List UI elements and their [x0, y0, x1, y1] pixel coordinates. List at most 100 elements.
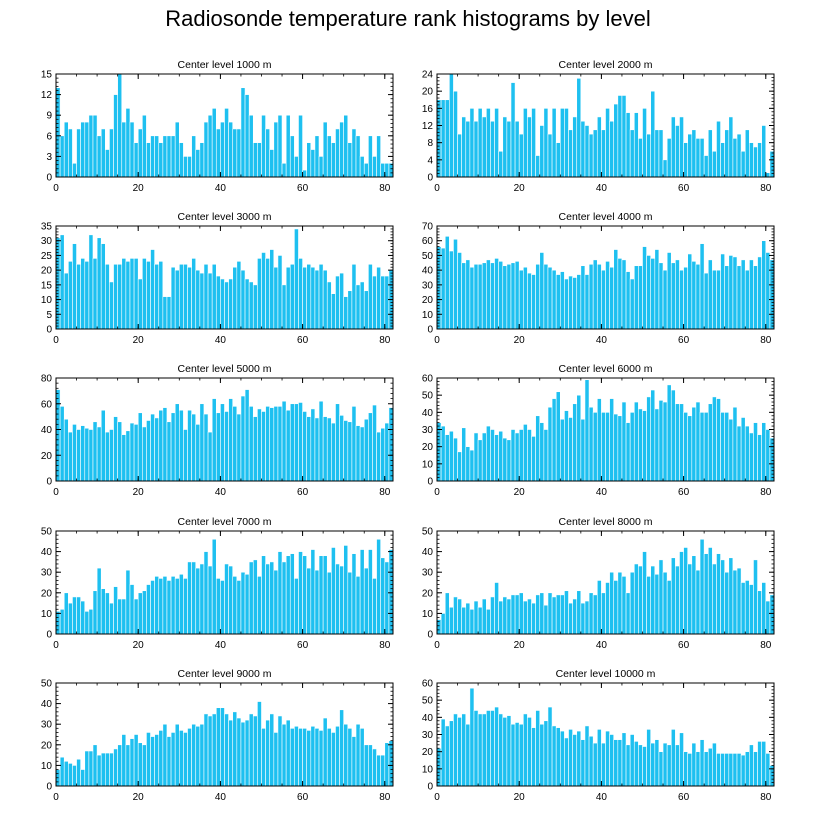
histogram-bar [502, 596, 508, 635]
histogram-bar [137, 278, 143, 330]
panel-7: Center level 7000 m 0 10 20 30 40 50 0 20 40 60 80 [41, 516, 394, 651]
histogram-bar [228, 121, 234, 178]
y-tick-label: 50 [41, 679, 53, 690]
histogram-bar [215, 128, 221, 178]
histogram-bar [646, 396, 652, 482]
y-tick-label: 40 [422, 713, 434, 724]
histogram-bar [670, 557, 676, 635]
histogram-bar [666, 384, 672, 482]
histogram-bar [642, 746, 647, 787]
histogram-bar [625, 112, 631, 178]
histogram-bar [359, 426, 365, 482]
histogram-bar [113, 416, 118, 482]
histogram-bar [339, 565, 344, 635]
histogram-bar [514, 261, 520, 330]
y-tick-label: 16 [422, 104, 434, 115]
histogram-bar [749, 584, 754, 635]
histogram-bar [498, 261, 504, 330]
histogram-bar [232, 406, 238, 482]
panel-frame [55, 225, 394, 330]
histogram-bar [240, 571, 246, 635]
histogram-bar [232, 128, 238, 178]
histogram-bar [322, 269, 328, 330]
histogram-bar [514, 594, 520, 635]
histogram-bar [166, 736, 172, 787]
histogram-bar [486, 425, 491, 482]
histogram-bar [625, 592, 631, 635]
panel-title: Center level 9000 m [178, 668, 272, 680]
histogram-bar [601, 592, 606, 635]
histogram-bar [584, 125, 590, 178]
histogram-bar [236, 261, 242, 330]
y-tick-label: 12 [41, 90, 53, 101]
y-tick-label: 60 [422, 679, 434, 690]
histogram-bar [298, 551, 303, 635]
histogram-bar [261, 728, 266, 787]
histogram-bar [376, 266, 381, 330]
histogram-bar [523, 108, 528, 178]
histogram-bar [588, 133, 594, 178]
histogram-bar [551, 398, 557, 482]
histogram-bar [749, 432, 754, 482]
histogram-bar [559, 594, 565, 635]
y-tick-label: 0 [427, 173, 433, 184]
histogram-bar [146, 142, 151, 178]
histogram-bar [617, 258, 623, 330]
histogram-bar [347, 728, 353, 787]
histogram-bar [473, 710, 479, 787]
histogram-bar [248, 561, 254, 635]
histogram-bar [129, 738, 135, 787]
x-tick-label: 40 [215, 792, 227, 803]
histogram-bar [215, 412, 221, 482]
histogram-bar [72, 596, 77, 635]
histogram-bar [654, 573, 660, 635]
histogram-bar [469, 266, 475, 330]
histogram-bar [699, 739, 705, 787]
histogram-bar [728, 255, 734, 330]
x-tick-label: 0 [53, 640, 59, 651]
histogram-bar [551, 596, 557, 635]
histogram-bar [605, 108, 610, 178]
histogram-bar [207, 272, 213, 330]
x-tick-label: 80 [379, 183, 391, 194]
y-tick-label: 50 [41, 527, 53, 538]
histogram-bar [699, 412, 705, 482]
histogram-bar [670, 116, 676, 178]
histogram-bar [257, 701, 262, 787]
histogram-bar [658, 559, 664, 635]
histogram-bar [302, 266, 307, 330]
histogram-bar [162, 723, 168, 787]
histogram-bar [494, 706, 499, 787]
histogram-bar [621, 576, 627, 635]
histogram-bar [244, 389, 250, 482]
histogram-bar [281, 723, 287, 787]
histogram-bar [596, 263, 602, 330]
histogram-bar [749, 142, 754, 178]
histogram-bar [314, 417, 320, 482]
histogram-bar [92, 421, 98, 482]
histogram-bar [105, 431, 110, 482]
histogram-bar [380, 557, 386, 635]
histogram-bar [261, 411, 266, 482]
histogram-bar [133, 142, 139, 178]
histogram-bar [265, 719, 271, 787]
histogram-bar [343, 420, 349, 482]
histogram-bar [613, 739, 619, 787]
histogram-bar [240, 87, 246, 178]
histogram-bar [339, 709, 344, 787]
histogram-bar [195, 725, 201, 787]
histogram-bar [322, 121, 328, 178]
histogram-bar [572, 598, 578, 635]
histogram-bar [343, 545, 349, 635]
y-tick-label: 0 [427, 325, 433, 336]
histogram-bar [142, 426, 147, 482]
histogram-bar [154, 417, 160, 482]
histogram-bar [695, 138, 701, 178]
histogram-bar [547, 706, 553, 787]
histogram-bar [294, 228, 299, 330]
histogram-bar [310, 549, 316, 635]
histogram-bar [596, 116, 602, 178]
histogram-bar [523, 266, 528, 330]
histogram-bar [490, 262, 495, 330]
histogram-bar [314, 269, 320, 330]
